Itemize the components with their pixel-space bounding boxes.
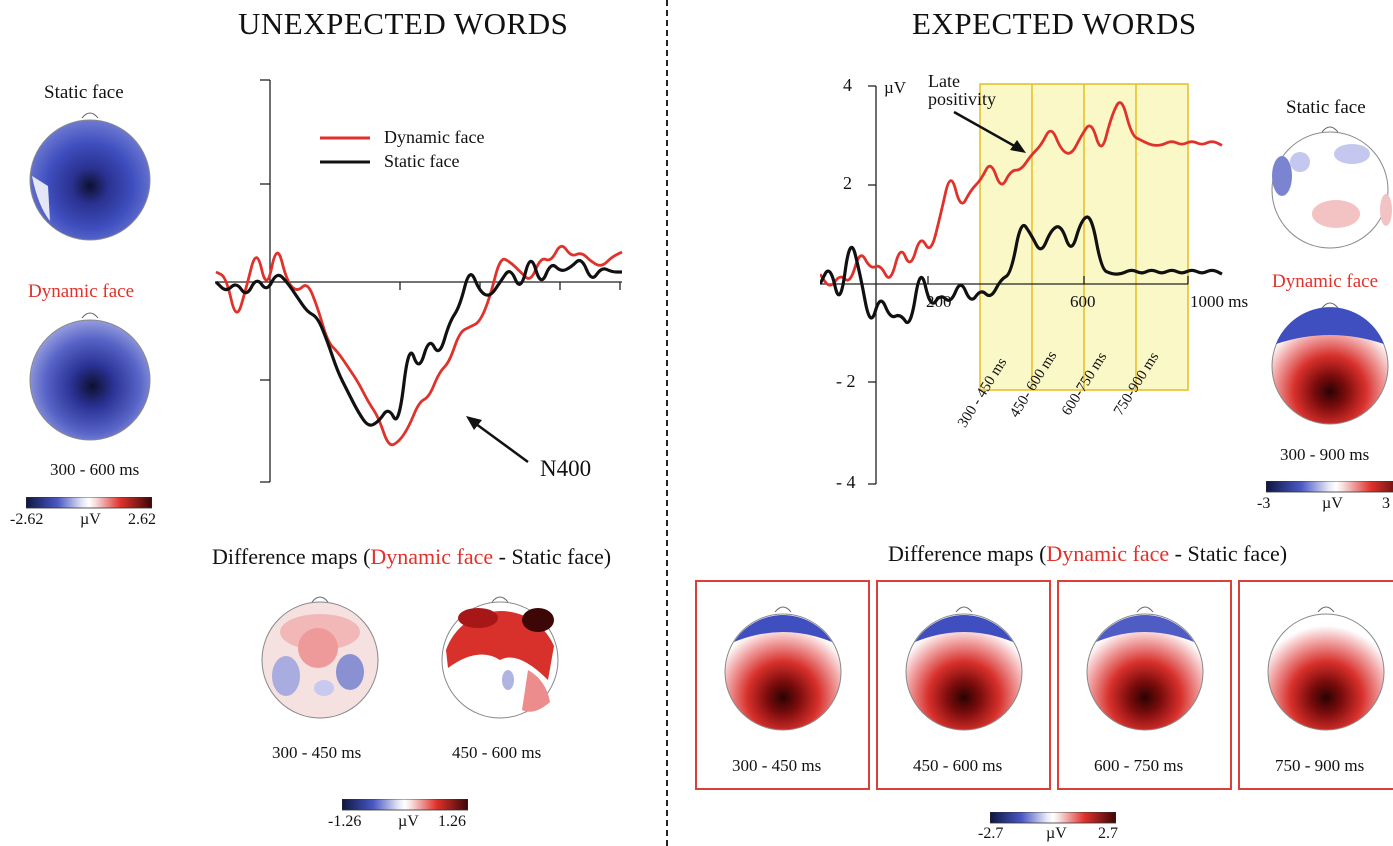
legend-static-label: Static face: [384, 151, 460, 171]
left-diff-map-1: [261, 596, 379, 719]
right-diff-map-4: [1267, 606, 1385, 731]
right-colorbar-unit: µV: [1322, 495, 1343, 512]
right-diff-box-4: [1238, 580, 1393, 790]
right-diff-colorbar-unit: µV: [1046, 825, 1067, 842]
left-diff-map-2-label: 450 - 600 ms: [452, 743, 542, 762]
erp-line-dynamic-face: [215, 244, 623, 447]
right-erp-chart: [820, 83, 1223, 485]
left-erp-chart: [214, 79, 623, 483]
right-erp-windows: [979, 83, 1189, 391]
erp-line-static-face: [214, 259, 622, 427]
left-diff-colorbar: [342, 799, 468, 811]
right-diff-colorbar-min: -2.7: [978, 825, 1004, 842]
right-y-unit: µV: [884, 78, 907, 97]
late-positivity-label: Late positivity: [928, 71, 997, 109]
right-y-tick-4: 4: [843, 75, 852, 95]
left-dynamic-face-label: Dynamic face: [28, 281, 135, 302]
right-diff-box-3: [1057, 580, 1232, 790]
right-diff-box-1: [695, 580, 870, 790]
left-colorbar-unit: µV: [80, 511, 101, 528]
legend-dynamic-label: Dynamic face: [384, 127, 485, 147]
left-colorbar-max: 2.62: [128, 511, 156, 528]
left-diff-colorbar-unit: µV: [398, 813, 419, 830]
right-static-face-label: Static face: [1286, 97, 1366, 118]
left-diff-title: Difference maps (Dynamic face - Static f…: [212, 544, 612, 569]
right-y-tick-neg2: - 2: [836, 371, 856, 391]
right-diff-map-2-label: 450 - 600 ms: [913, 756, 1003, 775]
right-diff-title: Difference maps (Dynamic face - Static f…: [888, 541, 1288, 566]
left-diff-map-2: [441, 596, 559, 719]
left-static-face-map: [29, 112, 151, 241]
panel-divider: [666, 0, 668, 846]
right-x-tick-600: 600: [1070, 292, 1096, 311]
erp-line-static-face: [820, 215, 1223, 324]
right-y-tick-2: 2: [843, 173, 852, 193]
right-panel-title: EXPECTED WORDS: [912, 6, 1197, 41]
right-diff-box-2: [876, 580, 1051, 790]
right-x-tick-1000: 1000 ms: [1190, 292, 1249, 311]
right-x-tick-200: 200: [926, 292, 952, 311]
left-panel-title: UNEXPECTED WORDS: [238, 6, 569, 41]
right-erp-axes: [820, 85, 1189, 485]
late-positivity-arrow: [953, 110, 1026, 153]
left-window-label: 300 - 600 ms: [50, 460, 140, 479]
left-static-face-label: Static face: [44, 82, 124, 103]
right-colorbar: [1266, 481, 1393, 493]
n400-label: N400: [540, 456, 592, 481]
right-diff-colorbar: [990, 812, 1116, 824]
left-colorbar-min: -2.62: [10, 511, 44, 528]
right-dynamic-face-map: [1271, 302, 1389, 425]
right-colorbar-max: 3: [1382, 495, 1390, 512]
right-window-label: 300 - 900 ms: [1280, 445, 1370, 464]
right-diff-map-1-label: 300 - 450 ms: [732, 756, 822, 775]
left-dynamic-face-map: [29, 312, 151, 441]
right-diff-map-4-label: 750 - 900 ms: [1275, 756, 1365, 775]
right-y-tick-neg4: - 4: [836, 472, 856, 492]
right-diff-map-1: [724, 606, 842, 731]
right-diff-colorbar-max: 2.7: [1098, 825, 1118, 842]
right-diff-map-3: [1086, 606, 1204, 731]
left-erp-axes: [215, 79, 622, 483]
right-diff-map-2: [905, 606, 1023, 731]
left-diff-colorbar-max: 1.26: [438, 813, 466, 830]
right-colorbar-min: -3: [1257, 495, 1271, 512]
right-static-face-map: [1271, 126, 1392, 249]
n400-arrow: [466, 416, 529, 464]
erp-line-dynamic-face: [820, 101, 1223, 287]
left-diff-map-1-label: 300 - 450 ms: [272, 743, 362, 762]
left-erp-legend: [320, 136, 370, 164]
right-dynamic-face-label: Dynamic face: [1272, 271, 1379, 292]
left-colorbar: [26, 497, 152, 509]
left-diff-colorbar-min: -1.26: [328, 813, 362, 830]
right-diff-map-3-label: 600 - 750 ms: [1094, 756, 1184, 775]
